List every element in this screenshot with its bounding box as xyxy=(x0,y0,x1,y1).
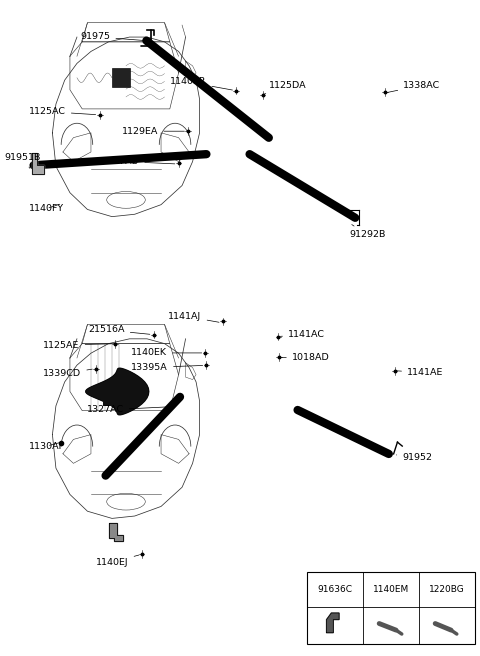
Text: 91952: 91952 xyxy=(396,453,432,462)
Bar xyxy=(112,68,130,87)
Text: 1327AC: 1327AC xyxy=(87,405,168,415)
Bar xyxy=(307,572,475,644)
Text: 1141AJ: 1141AJ xyxy=(168,312,219,322)
Text: 1125DA: 1125DA xyxy=(264,81,306,94)
Text: 91975: 91975 xyxy=(81,32,144,41)
Text: 91636C: 91636C xyxy=(318,585,353,594)
Polygon shape xyxy=(326,613,339,632)
Text: 1141AC: 1141AC xyxy=(280,330,325,339)
Text: 91292B: 91292B xyxy=(349,224,386,239)
Text: 1140EM: 1140EM xyxy=(373,585,409,594)
Text: 1140FY: 1140FY xyxy=(29,204,64,213)
Text: 1220BG: 1220BG xyxy=(429,585,465,594)
Text: 1141AE: 1141AE xyxy=(396,368,444,377)
Text: 1140EJ: 1140EJ xyxy=(96,555,139,567)
Text: 1125AE: 1125AE xyxy=(43,340,111,350)
Text: 1130AF: 1130AF xyxy=(29,441,65,451)
Text: 1129EA: 1129EA xyxy=(122,127,184,136)
Text: 1338AC: 1338AC xyxy=(387,81,441,92)
Bar xyxy=(126,384,138,394)
Text: 1339CD: 1339CD xyxy=(43,369,92,379)
Text: 1140ER: 1140ER xyxy=(170,77,232,90)
Text: 13395A: 13395A xyxy=(131,363,203,372)
Text: 1327AB: 1327AB xyxy=(102,157,175,166)
Text: 91951B: 91951B xyxy=(5,153,41,168)
Text: 21516A: 21516A xyxy=(88,325,150,335)
Text: 1018AD: 1018AD xyxy=(281,353,330,362)
Polygon shape xyxy=(32,153,44,174)
Text: 1125AC: 1125AC xyxy=(29,107,96,116)
Polygon shape xyxy=(86,368,149,415)
Bar xyxy=(103,394,114,406)
Text: 1140EK: 1140EK xyxy=(131,348,202,358)
Polygon shape xyxy=(109,523,123,541)
